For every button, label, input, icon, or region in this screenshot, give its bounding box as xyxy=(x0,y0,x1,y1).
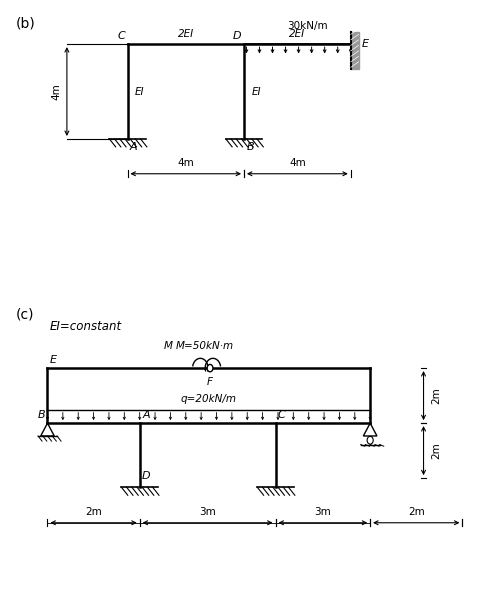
Text: 4m: 4m xyxy=(51,83,61,100)
Text: D: D xyxy=(142,471,151,481)
Text: 3m: 3m xyxy=(314,507,331,516)
Text: 4m: 4m xyxy=(178,158,194,168)
Text: EI: EI xyxy=(251,87,261,96)
Text: C: C xyxy=(118,31,125,41)
Text: B: B xyxy=(246,142,254,152)
Text: 2m: 2m xyxy=(85,507,102,516)
Text: EI=constant: EI=constant xyxy=(50,321,122,333)
Text: 30kN/m: 30kN/m xyxy=(287,21,327,31)
Text: 2m: 2m xyxy=(408,507,425,516)
Text: E: E xyxy=(50,355,57,365)
Text: E: E xyxy=(362,39,368,49)
Text: C: C xyxy=(278,410,285,420)
Text: 2EI: 2EI xyxy=(178,29,194,39)
Text: 4m: 4m xyxy=(289,158,306,168)
Text: B: B xyxy=(38,410,45,420)
Text: (b): (b) xyxy=(16,17,36,31)
Text: q=20kN/m: q=20kN/m xyxy=(181,394,237,403)
Text: 2m: 2m xyxy=(431,442,441,459)
Circle shape xyxy=(207,365,213,372)
Text: M: M xyxy=(164,341,173,351)
Text: A: A xyxy=(130,142,138,152)
Text: 2m: 2m xyxy=(431,387,441,404)
Text: (c): (c) xyxy=(16,307,35,321)
Polygon shape xyxy=(351,32,359,69)
Text: F: F xyxy=(207,377,213,387)
Text: D: D xyxy=(233,31,242,41)
Text: M=50kN·m: M=50kN·m xyxy=(176,341,234,351)
Text: 2EI: 2EI xyxy=(289,29,305,39)
Text: EI: EI xyxy=(135,87,144,96)
Text: 3m: 3m xyxy=(199,507,216,516)
Text: A: A xyxy=(142,410,150,420)
